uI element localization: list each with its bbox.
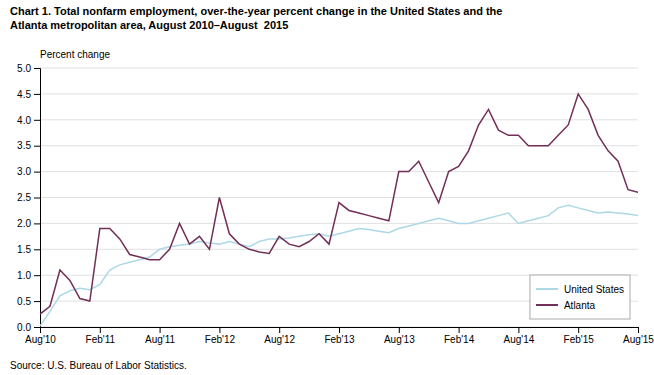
source-note: Source: U.S. Bureau of Labor Statistics.: [10, 360, 187, 371]
grid-line: [40, 223, 638, 224]
grid: [40, 68, 638, 327]
y-axis: 0.0 0.5 1.0 1.5 2.0 2.5 3.0 3.5 4.0 4.5 5.0: [17, 63, 40, 333]
y-tick-label: 0.0: [17, 322, 31, 333]
y-tick-label: 4.0: [17, 115, 31, 126]
y-tick-label: 4.5: [17, 89, 31, 100]
y-tick-mark: [34, 94, 40, 95]
grid-line: [40, 68, 638, 69]
y-tick-mark: [34, 327, 40, 328]
y-tick: 0.0: [17, 322, 40, 333]
x-tick-label: Aug'10: [25, 334, 56, 345]
x-tick-mark: [578, 327, 579, 333]
legend-label: Atlanta: [564, 300, 596, 311]
y-tick-label: 1.5: [17, 244, 31, 255]
y-tick: 2.0: [17, 218, 40, 229]
y-tick-mark: [34, 223, 40, 224]
y-axis-title: Percent change: [40, 49, 110, 60]
y-tick-label: 2.0: [17, 218, 31, 229]
y-tick-label: 1.0: [17, 270, 31, 281]
y-tick-label: 3.5: [17, 140, 31, 151]
legend-swatch: [536, 304, 558, 306]
x-tick-mark: [219, 327, 220, 333]
y-tick-mark: [34, 146, 40, 147]
y-tick: 1.5: [17, 244, 40, 255]
x-tick-label: Aug'11: [145, 334, 176, 345]
x-tick-label: Feb'15: [564, 334, 595, 345]
y-tick: 4.0: [17, 115, 40, 126]
x-tick-mark: [40, 327, 41, 333]
y-tick-mark: [34, 275, 40, 276]
x-tick-label: Aug'14: [503, 334, 534, 345]
y-tick-label: 0.5: [17, 296, 31, 307]
grid-line: [40, 171, 638, 172]
x-tick-label: Feb'13: [324, 334, 355, 345]
legend-item: Atlanta: [536, 300, 596, 311]
grid-line: [40, 197, 638, 198]
series-line: [40, 205, 638, 326]
x-tick: Aug'15: [623, 327, 654, 345]
x-tick-label: Feb'11: [86, 334, 116, 345]
x-tick-label: Feb'12: [205, 334, 236, 345]
x-tick: Aug'11: [145, 327, 176, 345]
x-tick-mark: [518, 327, 519, 333]
x-tick-mark: [339, 327, 340, 333]
grid-line: [40, 93, 638, 94]
x-tick-mark: [100, 327, 101, 333]
legend-item: United States: [536, 284, 624, 295]
x-tick: Aug'10: [25, 327, 56, 345]
x-tick-label: Aug'12: [264, 334, 295, 345]
y-tick-label: 3.0: [17, 166, 31, 177]
y-tick-mark: [34, 198, 40, 199]
legend: United States Atlanta: [530, 275, 630, 319]
plot-area: [40, 94, 638, 326]
y-tick: 3.5: [17, 140, 40, 151]
y-tick-label: 2.5: [17, 192, 31, 203]
x-tick: Aug'14: [503, 327, 534, 345]
y-tick: 4.5: [17, 89, 40, 100]
x-tick-mark: [459, 327, 460, 333]
y-tick-mark: [34, 68, 40, 69]
chart: Chart 1. Total nonfarm employment, over-…: [0, 0, 654, 375]
x-tick: Feb'15: [564, 327, 595, 345]
y-tick-mark: [34, 301, 40, 302]
y-tick: 3.0: [17, 166, 40, 177]
x-tick: Feb'13: [324, 327, 355, 345]
x-tick-label: Aug'15: [623, 334, 654, 345]
x-tick-mark: [399, 327, 400, 333]
x-tick: Feb'11: [86, 327, 116, 345]
y-tick-mark: [34, 120, 40, 121]
legend-label: United States: [564, 284, 624, 295]
y-tick: 5.0: [17, 63, 40, 74]
y-tick-label: 5.0: [17, 63, 31, 74]
legend-swatch: [536, 288, 558, 290]
x-tick-label: Aug'13: [384, 334, 415, 345]
y-tick: 1.0: [17, 270, 40, 281]
y-tick: 2.5: [17, 192, 40, 203]
x-tick-mark: [160, 327, 161, 333]
y-tick-mark: [34, 249, 40, 250]
x-axis-line: [41, 328, 639, 334]
grid-line: [40, 249, 638, 250]
x-tick-mark: [638, 327, 639, 333]
x-tick-label: Feb'14: [444, 334, 475, 345]
grid-line: [40, 119, 638, 120]
x-tick: Feb'14: [444, 327, 475, 345]
y-axis-line: [34, 69, 41, 328]
x-tick: Feb'12: [205, 327, 236, 345]
legend-box: [530, 275, 630, 319]
x-axis: Aug'10 Feb'11 Aug'11 Feb'12 Aug'12 Feb'13 Aug'…: [25, 327, 654, 345]
x-tick-mark: [279, 327, 280, 333]
title: Chart 1. Total nonfarm employment, over-…: [10, 5, 502, 31]
x-tick: Aug'13: [384, 327, 415, 345]
y-tick: 0.5: [17, 296, 40, 307]
x-tick: Aug'12: [264, 327, 295, 345]
y-tick-mark: [34, 172, 40, 173]
